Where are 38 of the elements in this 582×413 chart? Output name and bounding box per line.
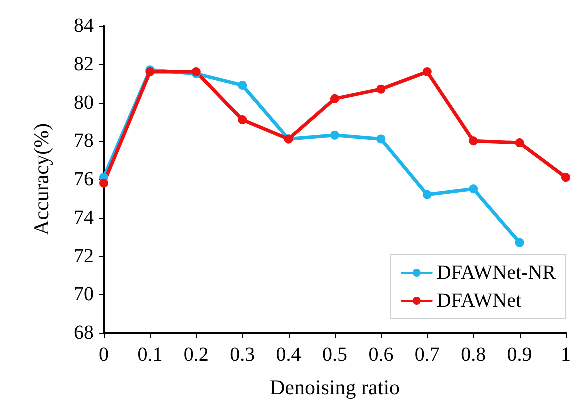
y-tick-label: 84 [74,15,94,37]
point [376,84,386,94]
legend-label: DFAWNet-NR [436,262,557,284]
point [469,136,478,146]
x-tick-label: 0.5 [322,344,348,366]
x-tick-label: 0.6 [368,344,394,366]
x-tick-label: 0.1 [138,344,163,366]
x-tick-label: 1 [561,344,571,366]
x-tick-label: 0.2 [184,344,209,366]
point [515,238,524,248]
point [469,184,478,194]
x-axis-title: Denoising ratio [270,376,400,400]
y-tick-label: 74 [74,206,94,229]
y-tick-label: 80 [74,92,94,114]
point [515,138,524,148]
point [422,68,432,77]
x-tick-label: 0.7 [414,344,440,366]
point [238,80,248,90]
x-tick-label: 0 [99,344,109,366]
point [330,130,340,140]
y-tick-label: 72 [74,245,94,268]
legend-label: DFAWNet [436,290,522,312]
point [330,94,340,104]
x-tick-label: 0.4 [276,344,302,366]
x-tick-label: 0.3 [230,344,256,366]
point [100,178,108,188]
point [562,173,570,182]
point [422,190,432,200]
point [376,134,386,144]
y-tick-label: 82 [74,53,94,76]
y-tick-label: 68 [74,322,94,344]
y-tick-label: 76 [74,168,94,190]
y-tick-label: 78 [74,130,94,152]
y-axis-title: Accuracy(%) [30,124,54,236]
point [238,116,248,125]
x-tick-label: 0.9 [507,344,532,366]
y-tick-label: 70 [74,284,94,306]
x-tick-label: 0.8 [461,344,486,366]
